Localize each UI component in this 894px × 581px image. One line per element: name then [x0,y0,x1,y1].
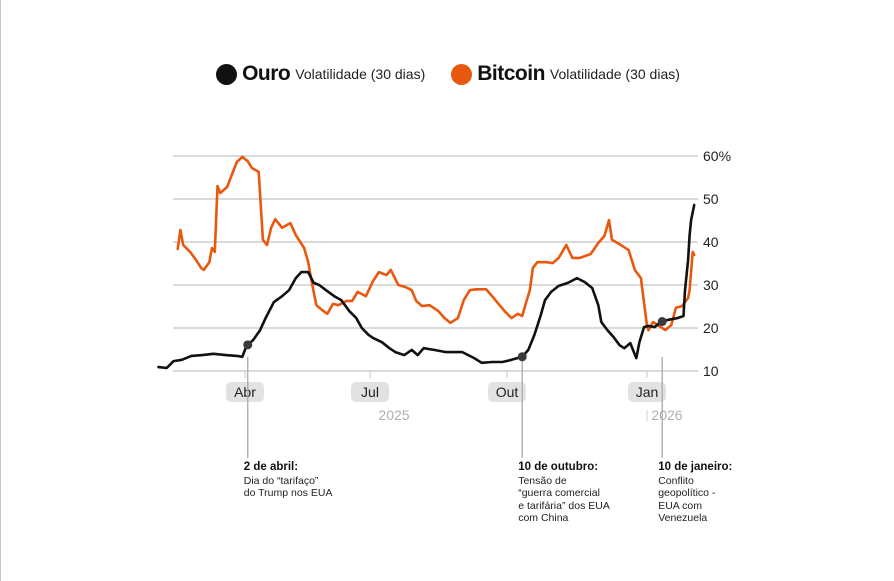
legend-name: Bitcoin [477,62,545,85]
x-tick-pill [628,382,666,402]
annotation-text: 10 de outubro: Tensão de “guerra comercial… [518,461,610,525]
annotation-title: 10 de outubro: [518,461,599,473]
year-label: 2026 [651,407,682,423]
annotation-title: 10 de janeiro: [658,461,733,473]
x-tick-label: Jan [636,384,659,400]
y-tick-label: 30 [703,277,719,293]
annotation-marker [517,352,527,362]
legend-name: Ouro [242,62,291,85]
y-tick-label: 20 [703,320,719,336]
y-tick-label: 50 [703,191,719,207]
series-line-ouro [157,203,696,370]
annotation-line-text: EUA com [658,499,702,512]
annotation-line-text: do Trump nos EUA [243,487,333,499]
annotation-line-text: geopolítico - [658,487,716,499]
annotation-text: 10 de janeiro: Conflito geopolítico - EUA c… [658,461,732,525]
y-tick-label: 60% [703,148,731,164]
annotation-line-text: Tensão de [518,474,567,487]
x-tick-label: Abr [234,384,256,400]
annotation-line-text: com China [518,512,569,524]
x-tick-pill [488,382,526,402]
y-tick-label: 40 [703,234,719,250]
x-tick-pill [351,382,389,402]
series-line-bitcoin [176,155,696,332]
legend-subtitle: Volatilidade (30 dias) [549,66,680,82]
annotation-line-text: “guerra comercial [518,487,600,499]
annotation-text: 2 de abril: Dia do “tarifaço” do Trump nos… [244,461,333,500]
year-label: 2025 [378,407,409,423]
x-tick-pill [226,382,264,402]
annotation-line-text: Conflito [658,474,694,487]
legend-dot-bitcoin-icon [451,63,473,85]
annotation-line-text: e tarifária” dos EUA [518,499,610,512]
annotation-marker [657,317,667,327]
annotation-line-text: Dia do “tarifaço” [243,474,319,487]
y-tick-label: 10 [703,363,719,379]
legend-item-bitcoin[interactable]: Bitcoin Volatilidade (30 dias) [451,62,680,86]
x-tick-label: Jul [361,384,379,400]
annotation-line-text: Venezuela [658,512,708,524]
legend-subtitle: Volatilidade (30 dias) [295,66,426,82]
legend-dot-ouro-icon [216,63,238,85]
annotation-title: 2 de abril: [243,461,299,473]
chart-legend: Ouro Volatilidade (30 dias) Bitcoin Vola… [1,62,894,86]
legend-item-ouro[interactable]: Ouro Volatilidade (30 dias) [216,62,425,86]
x-tick-label: Out [496,384,519,400]
annotation-marker [243,340,253,350]
